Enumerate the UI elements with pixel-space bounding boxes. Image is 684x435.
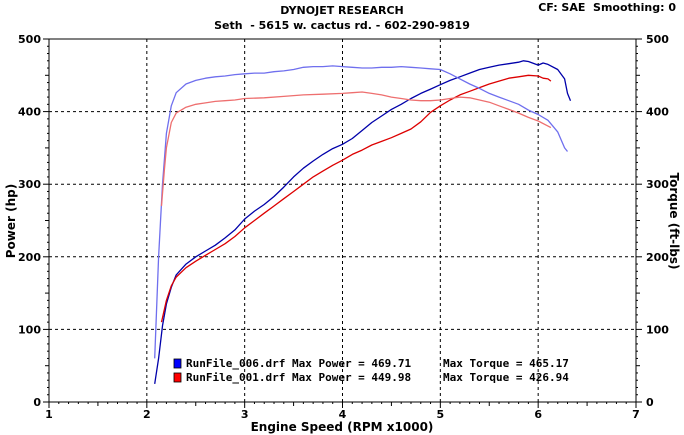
y-right-tick-label-400: 400	[646, 106, 669, 119]
y-right-tick-label-300: 300	[646, 178, 669, 191]
y-right-tick-label-200: 200	[646, 251, 669, 264]
y-left-tick-label-300: 300	[18, 178, 41, 191]
y-left-tick-label-400: 400	[18, 106, 41, 119]
legend-max-torque-1: Max Torque = 426.94	[443, 371, 569, 384]
x-tick-label-1: 1	[45, 408, 53, 421]
y-left-tick-label-200: 200	[18, 251, 41, 264]
grid-lines	[49, 39, 636, 402]
y-right-tick-label-500: 500	[646, 33, 669, 46]
legend-swatch-1	[173, 372, 182, 383]
y-axis-label-right: Torque (ft-lbs)	[667, 173, 681, 270]
legend-entry-0: RunFile_006.drf Max Power = 469.71	[186, 357, 412, 370]
y-left-tick-label-500: 500	[18, 33, 41, 46]
y-axis-label-left: Power (hp)	[4, 184, 18, 258]
series-line-1	[160, 74, 552, 323]
series-line-3	[160, 91, 552, 207]
chart-subtitle: Seth - 5615 w. cactus rd. - 602-290-9819	[214, 19, 470, 32]
legend-entry-1: RunFile_001.drf Max Power = 449.98	[186, 371, 411, 384]
x-tick-label-2: 2	[143, 408, 151, 421]
x-tick-label-3: 3	[241, 408, 249, 421]
series-line-0	[154, 60, 572, 384]
x-tick-label-7: 7	[632, 408, 640, 421]
y-right-tick-label-100: 100	[646, 323, 669, 336]
x-tick-label-5: 5	[437, 408, 445, 421]
y-right-tick-label-0: 0	[646, 396, 654, 409]
x-axis-label: Engine Speed (RPM x1000)	[251, 420, 434, 434]
legend: RunFile_006.drf Max Power = 469.71 Max To…	[173, 357, 569, 384]
y-left-tick-label-100: 100	[18, 323, 41, 336]
series-lines	[154, 60, 572, 384]
x-tick-label-6: 6	[534, 408, 542, 421]
series-line-2	[154, 65, 569, 359]
y-left-tick-label-0: 0	[33, 396, 41, 409]
x-tick-label-4: 4	[339, 408, 347, 421]
legend-swatch-0	[173, 358, 182, 369]
legend-max-torque-0: Max Torque = 465.17	[443, 357, 569, 370]
chart-title: DYNOJET RESEARCH	[280, 4, 404, 17]
cf-smoothing-label: CF: SAE Smoothing: 0	[538, 1, 676, 14]
